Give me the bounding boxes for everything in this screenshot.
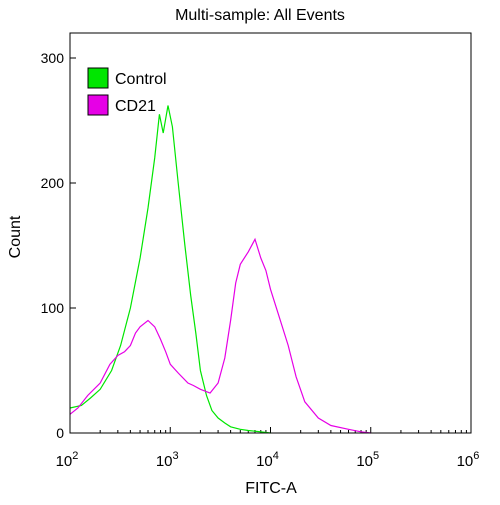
- chart-title: Multi-sample: All Events: [175, 7, 345, 24]
- legend-swatch: [87, 67, 109, 89]
- legend-label: Control: [115, 71, 167, 88]
- legend: Control CD21: [87, 67, 167, 116]
- plot-frame: [69, 32, 472, 434]
- series-line-cd21: [69, 237, 371, 434]
- series-layer: [69, 105, 371, 434]
- y-tick-label: 200: [41, 175, 65, 191]
- y-tick-label: 100: [41, 300, 65, 316]
- y-tick-label: 300: [41, 50, 65, 66]
- y-tick-label: 0: [56, 425, 64, 441]
- legend-label: CD21: [115, 98, 156, 115]
- y-axis-label: Count: [7, 215, 24, 258]
- legend-swatch: [87, 94, 109, 116]
- x-axis-label: FITC-A: [245, 480, 297, 497]
